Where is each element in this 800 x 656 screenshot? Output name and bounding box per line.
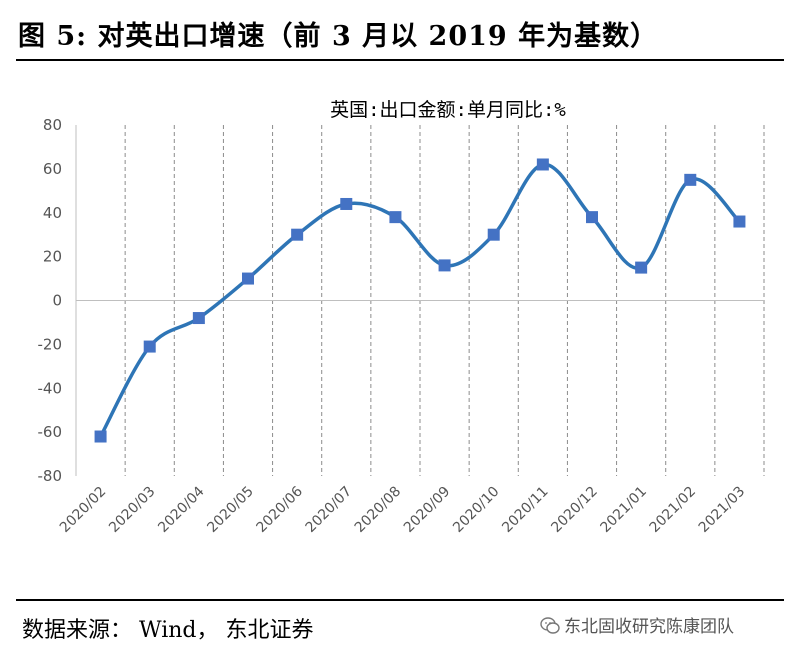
bottom-rule <box>16 599 784 601</box>
y-tick-label: -40 <box>38 379 63 397</box>
chart-title: 英国:出口金额:单月同比:% <box>330 99 566 121</box>
x-tick-label: 2020/12 <box>548 484 600 536</box>
data-point <box>684 173 697 186</box>
watermark-text: 东北固收研究陈康团队 <box>564 617 734 637</box>
y-tick-label: 80 <box>43 116 62 134</box>
data-point <box>389 211 402 224</box>
y-tick-label: -60 <box>38 423 63 441</box>
x-tick-label: 2020/10 <box>450 484 502 536</box>
x-tick-label: 2020/02 <box>57 484 109 536</box>
data-point <box>291 228 304 241</box>
top-rule <box>16 59 784 61</box>
data-point <box>635 261 648 274</box>
x-tick-label: 2020/05 <box>204 484 256 536</box>
data-point <box>340 197 353 210</box>
x-tick-label: 2021/01 <box>598 484 650 536</box>
x-tick-label: 2021/03 <box>696 484 748 536</box>
x-tick-label: 2020/09 <box>401 484 453 536</box>
figure-title: 图 5: 对英出口增速（前 3 月以 2019 年为基数） <box>18 21 659 52</box>
x-tick-label: 2020/08 <box>352 484 404 536</box>
y-axis-ticks: 80 60 40 20 0 -20 -40 -60 -80 <box>38 116 63 485</box>
data-point <box>192 312 205 325</box>
data-point <box>242 272 254 285</box>
x-tick-label: 2020/11 <box>499 484 551 536</box>
x-tick-label: 2021/02 <box>647 484 699 536</box>
wechat-icon <box>540 617 560 634</box>
y-tick-label: 60 <box>43 160 62 178</box>
y-tick-label: -80 <box>38 467 63 485</box>
x-tick-label: 2020/04 <box>155 483 208 536</box>
chart-axes <box>75 125 764 476</box>
x-tick-label: 2020/07 <box>303 484 355 536</box>
y-tick-label: 20 <box>43 248 62 266</box>
watermark: 东北固收研究陈康团队 <box>540 612 734 637</box>
x-axis-ticks: 2020/022020/032020/042020/052020/062020/… <box>57 483 748 536</box>
chart-series <box>94 158 746 443</box>
line-chart: 英国:出口金额:单月同比:% 80 60 40 20 0 -20 -40 -60 -80 202… <box>38 99 765 536</box>
data-point <box>487 228 500 241</box>
source-note: 数据来源： Wind， 东北证券 <box>22 618 314 643</box>
data-point <box>438 259 451 272</box>
y-tick-label: 40 <box>43 204 62 222</box>
x-tick-label: 2020/06 <box>254 483 307 536</box>
data-point <box>94 430 107 443</box>
data-point <box>586 211 598 224</box>
y-tick-label: -20 <box>38 335 63 353</box>
y-tick-label: 0 <box>52 292 62 310</box>
data-point <box>143 340 156 353</box>
data-point <box>536 158 549 171</box>
data-point <box>733 215 746 228</box>
x-tick-label: 2020/03 <box>106 484 158 536</box>
